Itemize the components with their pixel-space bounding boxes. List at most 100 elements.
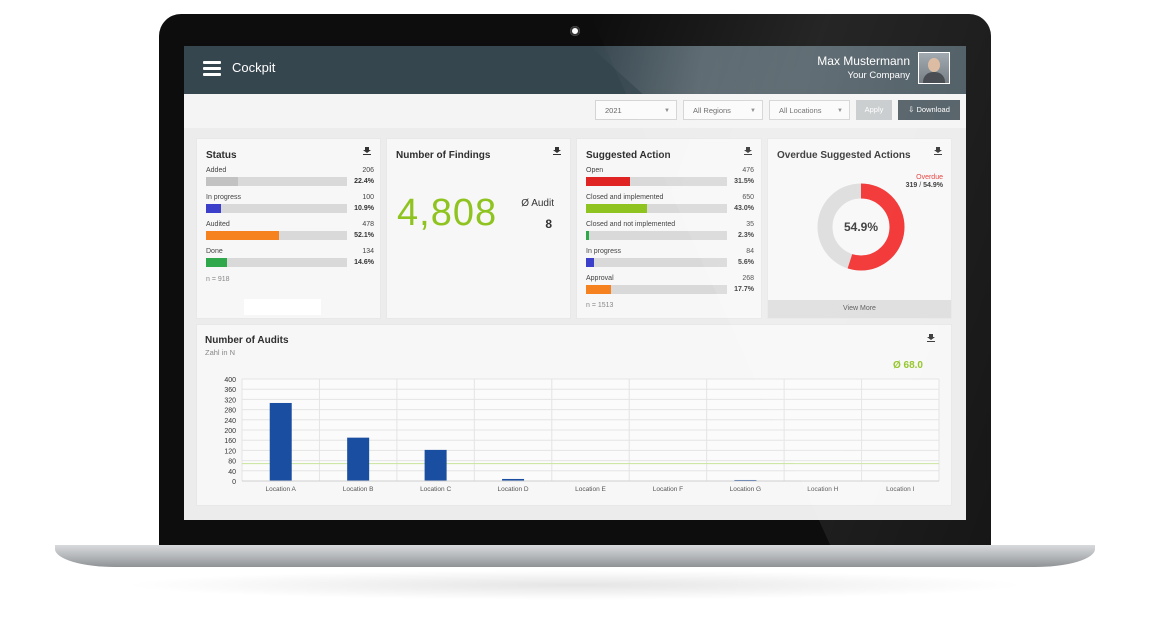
status-row-count: 478 bbox=[362, 221, 374, 228]
suggested-action-row-bar bbox=[586, 177, 727, 186]
overdue-card: Overdue Suggested Actions Overdue 319 / … bbox=[767, 138, 952, 319]
suggested-action-row-label: Closed and implemented bbox=[586, 194, 664, 201]
apply-button[interactable]: Apply bbox=[856, 100, 892, 120]
overdue-pct: 54.9% bbox=[923, 182, 943, 189]
y-tick-label: 40 bbox=[228, 469, 236, 476]
suggested-action-row-bar-fill bbox=[586, 285, 611, 294]
y-tick-label: 80 bbox=[228, 459, 236, 466]
status-row-count: 134 bbox=[362, 248, 374, 255]
status-row-percent: 14.6% bbox=[354, 259, 374, 266]
status-blank-panel bbox=[244, 299, 321, 315]
donut-center-text: 54.9% bbox=[844, 220, 878, 234]
year-select-value: 2021 bbox=[605, 106, 622, 115]
status-row-label: Done bbox=[206, 248, 223, 255]
y-tick-label: 200 bbox=[224, 428, 236, 435]
webcam-icon bbox=[570, 26, 580, 36]
download-icon[interactable] bbox=[363, 147, 371, 155]
laptop-shadow bbox=[120, 570, 1030, 600]
overdue-donut-chart: 54.9% bbox=[817, 183, 905, 271]
suggested-action-row-percent: 43.0% bbox=[734, 205, 754, 212]
app-header: Cockpit Max Mustermann Your Company bbox=[184, 46, 966, 94]
y-tick-label: 0 bbox=[232, 479, 236, 486]
donut-overdue-arc bbox=[817, 183, 905, 271]
status-row-bar-fill bbox=[206, 177, 238, 186]
bar bbox=[424, 449, 447, 481]
suggested-action-row-label: Approval bbox=[586, 275, 614, 282]
status-row-percent: 52.1% bbox=[354, 232, 374, 239]
status-row-bar bbox=[206, 231, 347, 240]
suggested-action-row-count: 35 bbox=[746, 221, 754, 228]
status-row-label: In progress bbox=[206, 194, 242, 201]
audits-chart-subtitle: Zahl in N bbox=[205, 348, 236, 357]
status-row-count: 100 bbox=[362, 194, 374, 201]
user-company: Your Company bbox=[847, 70, 911, 81]
suggested-action-row-percent: 17.7% bbox=[734, 286, 754, 293]
status-card: Status Added 206 22.4% In progress 100 10.9% A… bbox=[196, 138, 381, 319]
y-tick-label: 240 bbox=[224, 418, 236, 425]
x-tick-label: Location B bbox=[343, 486, 374, 493]
download-icon[interactable] bbox=[927, 334, 935, 342]
audits-average: Ø 68.0 bbox=[892, 360, 923, 371]
status-row-bar-fill bbox=[206, 204, 222, 213]
findings-avg-label: Ø Audit bbox=[521, 198, 554, 209]
status-title: Status bbox=[206, 150, 237, 161]
view-more-button[interactable]: View More bbox=[768, 300, 951, 318]
suggested-action-row-bar-fill bbox=[586, 204, 647, 213]
suggested-action-row-bar-fill bbox=[586, 231, 590, 240]
status-row-bar-fill bbox=[206, 231, 280, 240]
bar bbox=[347, 437, 370, 481]
suggested-action-row-bar bbox=[586, 231, 727, 240]
status-row-bar bbox=[206, 204, 347, 213]
status-row-label: Audited bbox=[206, 221, 230, 228]
y-tick-label: 360 bbox=[224, 387, 236, 394]
findings-card: Number of Findings 4,808 Ø Audit 8 bbox=[386, 138, 571, 319]
status-row-percent: 10.9% bbox=[354, 205, 374, 212]
x-tick-label: Location H bbox=[807, 486, 838, 493]
audits-chart-title: Number of Audits bbox=[205, 335, 289, 346]
laptop-base bbox=[55, 545, 1095, 567]
location-select[interactable]: All Locations ▼ bbox=[769, 100, 850, 120]
suggested-action-row-percent: 31.5% bbox=[734, 178, 754, 185]
overdue-title: Overdue Suggested Actions bbox=[777, 150, 911, 161]
download-button[interactable]: ⇩ Download bbox=[898, 100, 960, 120]
region-select-value: All Regions bbox=[693, 106, 731, 115]
avatar[interactable] bbox=[918, 52, 950, 84]
chevron-down-icon: ▼ bbox=[750, 108, 756, 114]
overdue-count: 319 bbox=[905, 182, 918, 189]
download-icon[interactable] bbox=[553, 147, 561, 155]
suggested-action-row-label: Open bbox=[586, 167, 604, 174]
region-select[interactable]: All Regions ▼ bbox=[683, 100, 763, 120]
hamburger-menu-icon[interactable] bbox=[203, 61, 221, 76]
y-tick-label: 280 bbox=[224, 408, 236, 415]
year-select[interactable]: 2021 ▼ bbox=[595, 100, 677, 120]
x-tick-label: Location E bbox=[575, 486, 606, 493]
bar bbox=[269, 402, 292, 481]
suggested-action-row-bar-fill bbox=[586, 177, 631, 186]
x-tick-label: Location D bbox=[498, 486, 529, 493]
findings-avg-value: 8 bbox=[545, 217, 552, 231]
suggested-action-row-count: 84 bbox=[746, 248, 754, 255]
status-row-percent: 22.4% bbox=[354, 178, 374, 185]
screen: Cockpit Max Mustermann Your Company 2021… bbox=[184, 46, 966, 520]
suggested-action-row-count: 476 bbox=[742, 167, 754, 174]
download-icon[interactable] bbox=[744, 147, 752, 155]
chevron-down-icon: ▼ bbox=[664, 108, 670, 114]
x-tick-label: Location C bbox=[420, 486, 451, 493]
x-tick-label: Location G bbox=[730, 486, 761, 493]
y-tick-label: 400 bbox=[224, 377, 236, 384]
suggested-action-row-label: Closed and not implemented bbox=[586, 221, 676, 228]
status-row-count: 206 bbox=[362, 167, 374, 174]
status-row-bar-fill bbox=[206, 258, 227, 267]
app-title: Cockpit bbox=[232, 60, 276, 75]
user-name: Max Mustermann bbox=[817, 54, 910, 68]
findings-value: 4,808 bbox=[397, 192, 498, 234]
suggested-action-row-count: 650 bbox=[742, 194, 754, 201]
bar bbox=[502, 478, 525, 481]
filter-toolbar: 2021 ▼ All Regions ▼ All Locations ▼ App… bbox=[184, 94, 966, 128]
overdue-value: 319 / 54.9% bbox=[905, 182, 943, 189]
bar bbox=[734, 479, 757, 481]
download-button-label: Download bbox=[916, 105, 950, 114]
audits-bar-chart: 0 40 80 120 160 200 240 280 320 360 400 Location A L… bbox=[224, 377, 940, 493]
download-icon[interactable] bbox=[934, 147, 942, 155]
x-tick-label: Location F bbox=[653, 486, 683, 493]
